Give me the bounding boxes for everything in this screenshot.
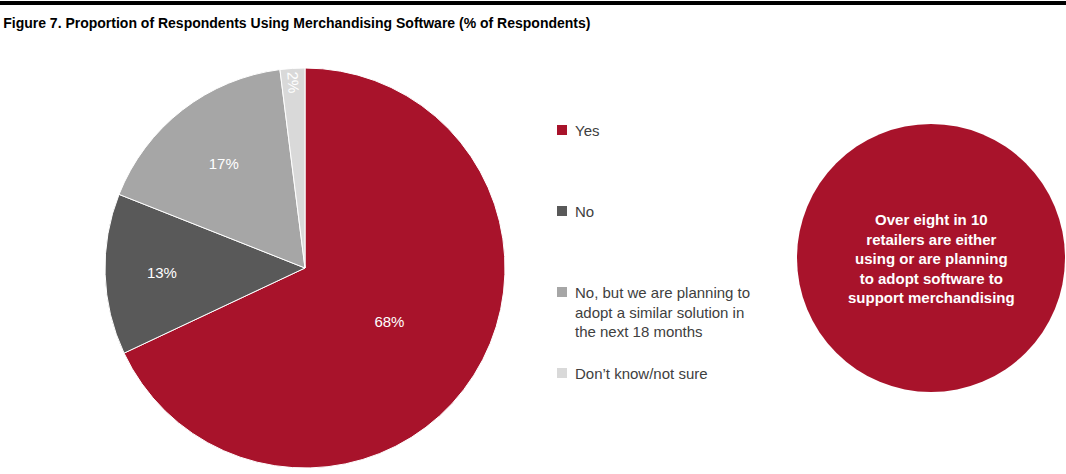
svg-text:No: No xyxy=(575,203,594,220)
svg-text:2%: 2% xyxy=(284,71,302,94)
svg-text:Yes: Yes xyxy=(575,122,599,139)
svg-text:13%: 13% xyxy=(147,264,177,281)
svg-text:17%: 17% xyxy=(209,155,239,172)
svg-text:Over eight in 10retailers are: Over eight in 10retailers are eitherusin… xyxy=(848,211,1015,306)
svg-text:No, but we are planning toadop: No, but we are planning toadopt a simila… xyxy=(575,284,750,340)
svg-text:68%: 68% xyxy=(374,313,404,330)
svg-text:Don’t know/not sure: Don’t know/not sure xyxy=(575,365,708,382)
svg-text:Figure 7. Proportion of Respon: Figure 7. Proportion of Respondents Usin… xyxy=(3,15,590,31)
